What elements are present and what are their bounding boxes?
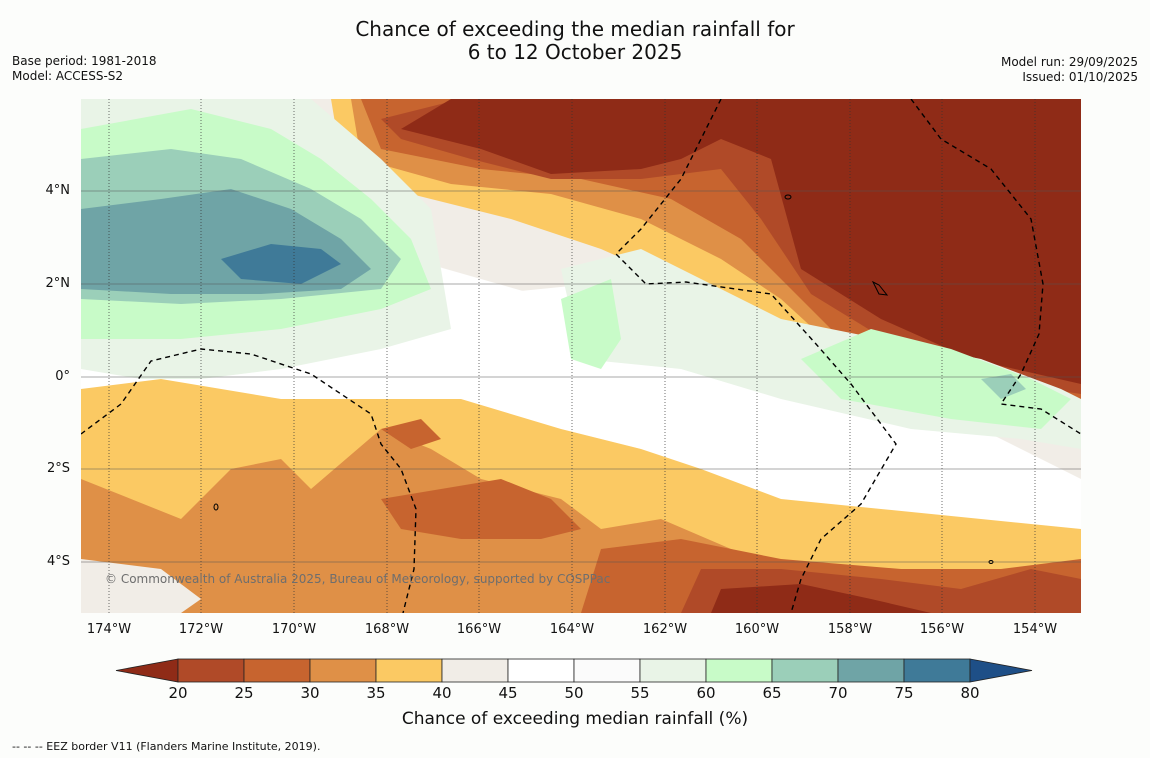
colorbar-tick-label: 80	[960, 684, 980, 702]
colorbar-segment	[309, 658, 377, 683]
colorbar-segments	[115, 658, 1033, 683]
colorbar-segment	[639, 658, 707, 683]
colorbar-tick-label: 35	[366, 684, 386, 702]
colorbar-segment	[705, 658, 773, 683]
colorbar-tick-label: 20	[168, 684, 188, 702]
lon-label: 174°W	[86, 622, 132, 637]
island	[988, 560, 994, 564]
model-run-text: Model run: 29/09/2025	[1000, 55, 1138, 69]
colorbar-segment	[375, 658, 443, 683]
band-below-20-south-east	[711, 584, 931, 613]
band-60-center	[561, 279, 621, 369]
eez-footnote: -- -- -- EEZ border V11 (Flanders Marine…	[12, 740, 321, 753]
colorbar-segment	[243, 658, 311, 683]
colorbar-tick-label: 45	[498, 684, 518, 702]
lon-label: 158°W	[827, 622, 873, 637]
map-svg	[81, 99, 1081, 613]
colorbar-segment	[903, 658, 971, 683]
colorbar-tick-label: 50	[564, 684, 584, 702]
eez-border-central	[615, 99, 897, 613]
colorbar-tick-label: 70	[828, 684, 848, 702]
band-below-20-northeast	[401, 99, 1081, 384]
lon-label: 154°W	[1012, 622, 1058, 637]
title-line-2: 6 to 12 October 2025	[467, 40, 683, 64]
lon-label: 172°W	[178, 622, 224, 637]
lat-label-0: 0°	[55, 369, 70, 384]
band-30-south	[81, 429, 1081, 613]
meta-right: Model run: 29/09/2025 Issued: 01/10/2025	[1001, 55, 1138, 85]
chart-title: Chance of exceeding the median rainfall …	[0, 18, 1150, 64]
island	[871, 280, 889, 296]
model-text: Model: ACCESS-S2	[12, 69, 124, 83]
latitude-grid	[81, 190, 1081, 563]
meta-left: Base period: 1981-2018 Model: ACCESS-S2	[12, 54, 157, 84]
band-45-southwest	[81, 559, 201, 613]
lat-label-2s: 2°S	[46, 461, 70, 476]
band-25-south-center	[381, 479, 581, 539]
colorbar-tick-label: 65	[762, 684, 782, 702]
colorbar-tick-label: 55	[630, 684, 650, 702]
colorbar-arrow-low	[115, 658, 179, 683]
colorbar-tick-label: 40	[432, 684, 452, 702]
issued-text: Issued: 01/10/2025	[1022, 70, 1138, 84]
lon-label: 164°W	[549, 622, 595, 637]
lon-label: 156°W	[919, 622, 965, 637]
colorbar-tick-label: 75	[894, 684, 914, 702]
islands	[213, 194, 994, 564]
lon-label: 170°W	[271, 622, 317, 637]
colorbar-segment	[177, 658, 245, 683]
rainfall-map	[81, 99, 1081, 613]
lon-label: 168°W	[364, 622, 410, 637]
eez-border-east	[910, 99, 1081, 435]
colorbar-tick-label: 25	[234, 684, 254, 702]
colorbar-segment	[507, 658, 575, 683]
title-line-1: Chance of exceeding the median rainfall …	[355, 17, 795, 41]
band-65-east	[981, 374, 1026, 399]
colorbar-segment	[573, 658, 641, 683]
copyright-notice: © Commonwealth of Australia 2025, Bureau…	[105, 572, 611, 586]
colorbar-title: Chance of exceeding median rainfall (%)	[401, 709, 749, 729]
band-75-northwest	[221, 244, 341, 284]
lon-label: 162°W	[642, 622, 688, 637]
lon-label: 160°W	[734, 622, 780, 637]
lat-label-4n: 4°N	[45, 183, 71, 198]
band-25-south-north-pocket	[381, 419, 441, 449]
colorbar-segment	[837, 658, 905, 683]
colorbar	[115, 658, 1033, 683]
base-period-text: Base period: 1981-2018	[12, 54, 157, 68]
lat-label-2n: 2°N	[45, 276, 71, 291]
colorbar-segment	[441, 658, 509, 683]
lat-label-4s: 4°S	[46, 554, 70, 569]
lon-label: 166°W	[456, 622, 502, 637]
island	[213, 503, 219, 511]
colorbar-tick-label: 60	[696, 684, 716, 702]
eez-borders	[81, 99, 1081, 613]
colorbar-arrow-high	[969, 658, 1033, 683]
island	[784, 194, 792, 200]
colorbar-segment	[771, 658, 839, 683]
eez-border-west	[81, 348, 417, 613]
colorbar-tick-label: 30	[300, 684, 320, 702]
